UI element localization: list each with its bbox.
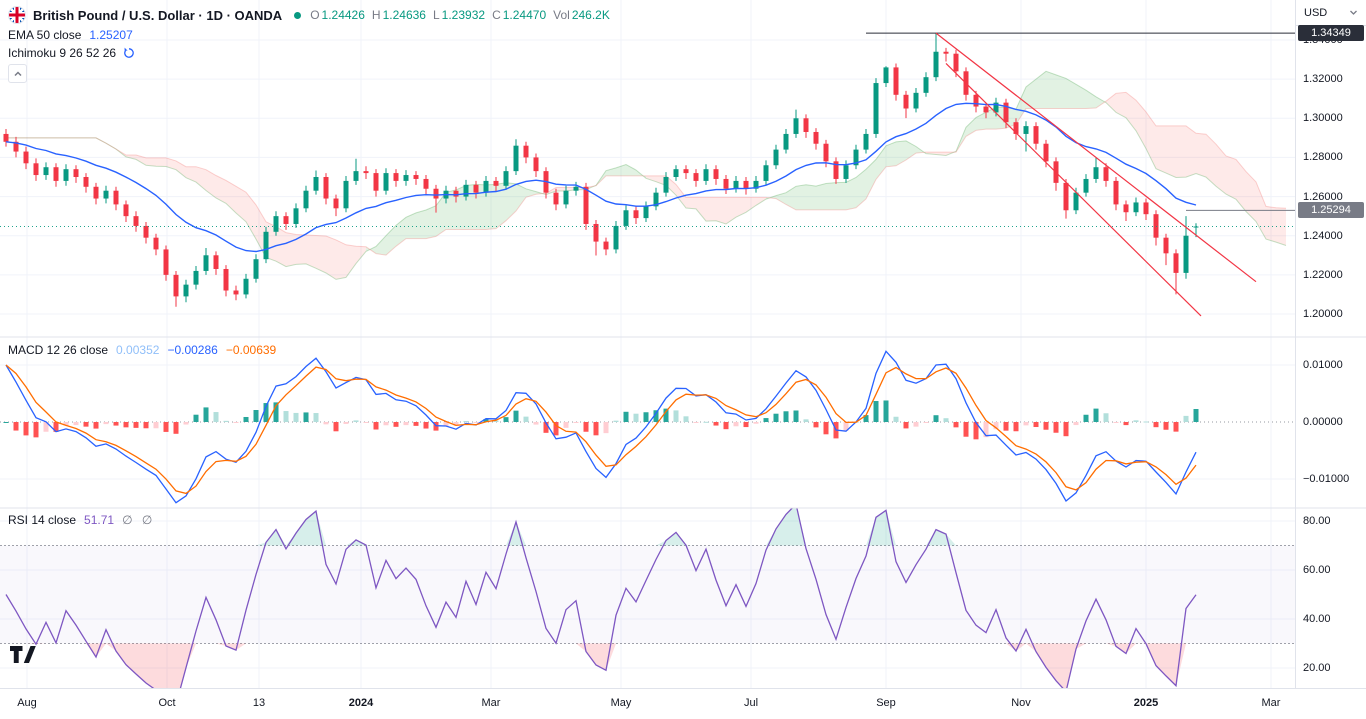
price-axis[interactable]: USD 1.340001.320001.300001.280001.260001… bbox=[1295, 0, 1366, 688]
time-axis-label: 2024 bbox=[348, 697, 374, 709]
ohlc-label: C bbox=[492, 8, 501, 22]
time-axis-label: Mar bbox=[481, 697, 501, 709]
macd-value: 0.00352 bbox=[116, 343, 160, 357]
tradingview-logo-icon bbox=[10, 646, 36, 663]
ohlc-label: O bbox=[310, 8, 320, 22]
ema-legend-row[interactable]: EMA 50 close 1.25207 bbox=[8, 28, 133, 42]
rsi-axis-label: 40.00 bbox=[1303, 613, 1331, 625]
time-axis-label: Nov bbox=[1011, 697, 1031, 709]
price-line-badge: 1.25294 bbox=[1298, 202, 1364, 219]
rsi-legend-row[interactable]: RSI 14 close 51.71 ∅ ∅ bbox=[8, 513, 155, 527]
price-axis-label: 1.30000 bbox=[1303, 112, 1343, 125]
ema-value: 1.25207 bbox=[89, 28, 133, 42]
macd-value: −0.00639 bbox=[225, 343, 277, 357]
symbol-legend-row[interactable]: British Pound / U.S. Dollar · 1D · OANDA… bbox=[8, 6, 610, 24]
symbol-title[interactable]: British Pound / U.S. Dollar · 1D · OANDA bbox=[33, 7, 283, 23]
tradingview-logo[interactable] bbox=[10, 646, 40, 668]
macd-values: 0.00352 −0.00286 −0.00639 bbox=[108, 341, 276, 359]
ohlc-value: 1.24426 bbox=[321, 8, 365, 22]
time-axis-label: Mar bbox=[1261, 697, 1281, 709]
ichimoku-label: Ichimoku 9 26 52 26 bbox=[8, 46, 117, 60]
ohlc-label: Vol bbox=[553, 8, 570, 22]
macd-value: −0.00286 bbox=[167, 343, 218, 357]
price-pane[interactable] bbox=[0, 32, 1295, 317]
price-axis-label: 1.32000 bbox=[1303, 73, 1343, 86]
price-axis-label: 1.24000 bbox=[1303, 229, 1343, 242]
market-status-dot bbox=[294, 11, 302, 19]
currency-label: USD bbox=[1304, 6, 1328, 19]
rsi-axis-label: 60.00 bbox=[1303, 564, 1331, 576]
time-axis[interactable]: Aug Oct 13 2024 Mar May Jul Sep Nov 2025 Mar bbox=[0, 688, 1366, 719]
ohlc-value: 1.24636 bbox=[382, 8, 426, 22]
ohlc-label: L bbox=[432, 8, 440, 22]
collapse-legend-button[interactable] bbox=[8, 64, 27, 83]
gbp-flag-icon bbox=[8, 6, 26, 24]
price-axis-label: 1.28000 bbox=[1303, 151, 1343, 164]
ohlc-value: 246.2K bbox=[571, 8, 610, 22]
ohlc-value: 1.24470 bbox=[502, 8, 547, 22]
time-axis-label: 2025 bbox=[1133, 697, 1159, 709]
ichimoku-loop-icon bbox=[123, 47, 135, 59]
rsi-settings-glyphs: ∅ ∅ bbox=[122, 513, 156, 527]
chevron-down-icon bbox=[1350, 10, 1357, 15]
ohlc-value: 1.23932 bbox=[441, 8, 486, 22]
time-axis-label: Sep bbox=[876, 697, 896, 709]
macd-axis-label: 0.01000 bbox=[1303, 359, 1343, 371]
macd-label: MACD 12 26 close bbox=[8, 343, 109, 357]
price-axis-label: 1.22000 bbox=[1303, 268, 1343, 281]
currency-selector[interactable]: USD bbox=[1296, 0, 1366, 26]
time-axis-label: Oct bbox=[158, 697, 176, 709]
ema-label: EMA 50 close bbox=[8, 28, 82, 42]
rsi-axis-label: 20.00 bbox=[1303, 662, 1331, 674]
rsi-value: 51.71 bbox=[84, 513, 115, 527]
price-axis-label: 1.20000 bbox=[1303, 308, 1343, 320]
macd-legend-row[interactable]: MACD 12 26 close 0.00352 −0.00286 −0.00639 bbox=[8, 341, 276, 359]
time-axis-label: 13 bbox=[252, 697, 266, 709]
price-line-badge: 1.34349 bbox=[1298, 25, 1364, 42]
price-axis-label: 1.26000 bbox=[1303, 190, 1343, 203]
macd-pane[interactable] bbox=[0, 350, 1295, 504]
macd-axis-label: 0.00000 bbox=[1303, 416, 1343, 428]
time-axis-label: Aug bbox=[17, 697, 37, 709]
time-axis-label: May bbox=[610, 697, 632, 709]
macd-axis-label: −0.01000 bbox=[1303, 473, 1350, 485]
time-axis-label: Jul bbox=[743, 697, 759, 709]
ohlc-label: H bbox=[371, 8, 381, 22]
rsi-pane[interactable] bbox=[0, 504, 1295, 704]
chevron-up-icon bbox=[13, 70, 22, 76]
ichimoku-legend-row[interactable]: Ichimoku 9 26 52 26 bbox=[8, 46, 135, 60]
rsi-label: RSI 14 close bbox=[8, 513, 77, 527]
rsi-axis-label: 80.00 bbox=[1303, 515, 1331, 527]
ohlc-values: O 1.24426 H 1.24636 L 1.23932 C 1.24470 Vol 246.2… bbox=[303, 8, 610, 22]
